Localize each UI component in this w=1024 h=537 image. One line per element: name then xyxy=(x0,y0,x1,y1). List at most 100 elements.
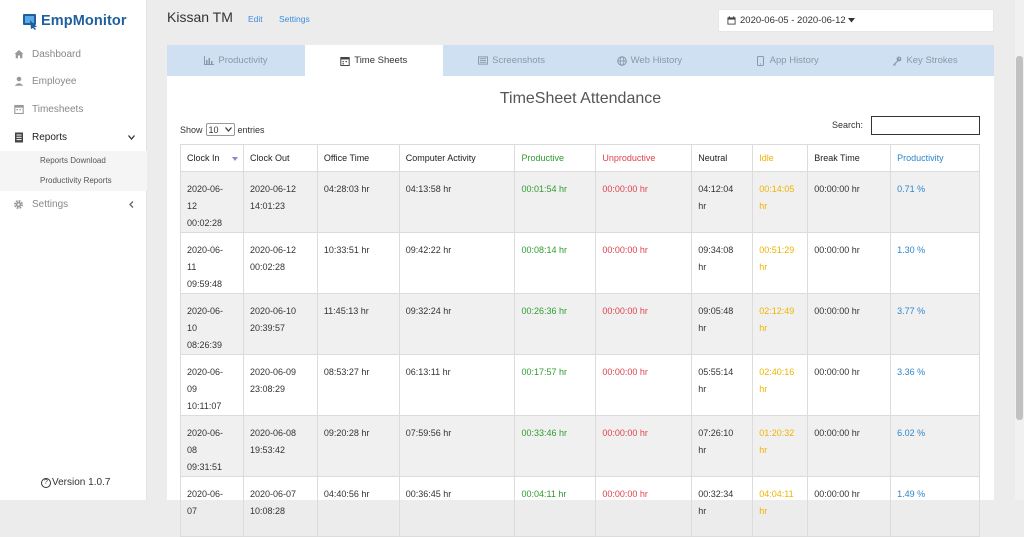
sidebar-item-label: Employee xyxy=(32,75,77,87)
timesheet-table: Clock In Clock Out Office Time Computer … xyxy=(180,144,980,537)
cell-idle: 01:20:32 hr xyxy=(752,415,809,477)
app-logo[interactable]: EmpMonitor xyxy=(22,10,137,32)
cell-productivity: 1.49 % xyxy=(890,476,980,537)
page-scrollbar[interactable] xyxy=(1015,0,1024,500)
home-icon xyxy=(13,49,24,60)
column-header-neutral[interactable]: Neutral xyxy=(691,144,754,172)
cell-break-time: 00:00:00 hr xyxy=(807,354,892,416)
cell-productive: 00:01:54 hr xyxy=(514,171,597,233)
tab-label: Productivity xyxy=(218,55,268,66)
column-header-computer-activity[interactable]: Computer Activity xyxy=(398,144,516,172)
cell-clock-out: 2020-06-09 23:08:29 xyxy=(242,354,318,416)
cell-clock-out: 2020-06-07 10:08:28 xyxy=(242,476,318,537)
cell-neutral: 05:55:14 hr xyxy=(691,354,754,416)
tab-time-sheets[interactable]: Time Sheets xyxy=(304,45,443,76)
cell-clock-in: 2020-06- 10 08:26:39 xyxy=(180,293,244,355)
scrollbar-thumb[interactable] xyxy=(1016,56,1023,420)
globe-icon xyxy=(616,55,627,66)
column-header-label: Productivity xyxy=(897,153,944,163)
cell-productive: 00:17:57 hr xyxy=(514,354,597,416)
tab-screenshots[interactable]: Screenshots xyxy=(443,45,581,76)
cell-break-time: 00:00:00 hr xyxy=(807,232,892,294)
cell-office-time: 08:53:27 hr xyxy=(316,354,400,416)
table-row: 2020-06- 10 08:26:39 2020-06-10 20:39:57 1… xyxy=(180,293,980,355)
cell-computer-activity: 09:42:22 hr xyxy=(398,232,516,294)
document-icon xyxy=(13,132,24,143)
cell-clock-in: 2020-06- 08 09:31:51 xyxy=(180,415,244,477)
cell-idle: 02:40:16 hr xyxy=(752,354,809,416)
tab-key-strokes[interactable]: Key Strokes xyxy=(856,45,994,76)
column-header-productivity[interactable]: Productivity xyxy=(890,144,980,172)
sidebar-item-settings[interactable]: Settings xyxy=(0,191,147,217)
user-icon xyxy=(13,76,24,87)
reports-submenu: Reports Download Productivity Reports xyxy=(0,151,147,191)
cell-productive: 00:26:36 hr xyxy=(514,293,597,355)
show-label: Show xyxy=(180,124,203,135)
tab-app-history[interactable]: App History xyxy=(718,45,856,76)
column-header-clock-in[interactable]: Clock In xyxy=(180,144,244,172)
chevron-down-icon xyxy=(224,127,232,132)
version-text: Version 1.0.7 xyxy=(52,477,111,488)
cell-break-time: 00:00:00 hr xyxy=(807,171,892,233)
submenu-item-reports-download[interactable]: Reports Download xyxy=(40,156,106,165)
cell-office-time: 10:33:51 hr xyxy=(316,232,400,294)
sidebar-item-label: Reports xyxy=(32,131,68,143)
entries-select[interactable]: 10 xyxy=(205,123,235,136)
cell-unproductive: 00:00:00 hr xyxy=(595,415,693,477)
sidebar-item-label: Settings xyxy=(32,198,69,210)
logo-text: EmpMonitor xyxy=(41,13,127,29)
column-header-break-time[interactable]: Break Time xyxy=(807,144,892,172)
table-row: 2020-06- 11 09:59:48 2020-06-12 00:02:28 1… xyxy=(180,232,980,294)
sidebar: EmpMonitor Dashboard Employee Timesheets… xyxy=(0,0,147,500)
column-header-unproductive[interactable]: Unproductive xyxy=(595,144,693,172)
table-row: 2020-06- 09 10:11:07 2020-06-09 23:08:29 0… xyxy=(180,354,980,416)
cell-productivity: 0.71 % xyxy=(890,171,980,233)
date-range-picker[interactable]: 2020-06-05 - 2020-06-12 xyxy=(718,9,994,32)
cell-neutral: 00:32:34 hr xyxy=(691,476,754,537)
entries-control: Show 10 entries xyxy=(180,123,265,136)
entries-label: entries xyxy=(237,124,265,135)
cell-idle: 02:12:49 hr xyxy=(752,293,809,355)
key-icon xyxy=(892,56,902,66)
table-row: 2020-06- 07 2020-06-07 10:08:28 04:40:56 h… xyxy=(180,476,980,537)
column-header-office-time[interactable]: Office Time xyxy=(316,144,400,172)
mobile-icon xyxy=(756,55,766,66)
user-name: Kissan TM xyxy=(167,9,233,25)
entries-select-value: 10 xyxy=(208,124,219,135)
search-input[interactable] xyxy=(871,116,980,135)
sidebar-item-employee[interactable]: Employee xyxy=(0,68,147,94)
sidebar-item-reports[interactable]: Reports xyxy=(0,124,147,150)
cell-productive: 00:04:11 hr xyxy=(514,476,597,537)
calendar-icon xyxy=(727,16,736,25)
column-header-productive[interactable]: Productive xyxy=(514,144,597,172)
cell-productive: 00:08:14 hr xyxy=(514,232,597,294)
tab-web-history[interactable]: Web History xyxy=(580,45,718,76)
logo-icon xyxy=(22,13,39,30)
sidebar-item-dashboard[interactable]: Dashboard xyxy=(0,41,147,67)
chevron-down-icon xyxy=(127,133,135,141)
sidebar-item-timesheets[interactable]: Timesheets xyxy=(0,96,147,122)
cell-unproductive: 00:00:00 hr xyxy=(595,171,693,233)
calendar-icon xyxy=(13,104,24,115)
chart-icon xyxy=(204,56,215,66)
image-icon xyxy=(478,56,489,66)
chevron-left-icon xyxy=(127,200,135,208)
cell-office-time: 04:40:56 hr xyxy=(316,476,400,537)
edit-link[interactable]: Edit xyxy=(248,14,263,24)
gear-icon xyxy=(13,199,24,210)
cell-computer-activity: 04:13:58 hr xyxy=(398,171,516,233)
settings-link[interactable]: Settings xyxy=(279,14,310,24)
submenu-item-productivity-reports[interactable]: Productivity Reports xyxy=(40,176,112,185)
column-header-clock-out[interactable]: Clock Out xyxy=(242,144,318,172)
column-header-label: Clock In xyxy=(187,153,220,163)
cell-clock-out: 2020-06-12 00:02:28 xyxy=(242,232,318,294)
column-header-label: Break Time xyxy=(814,153,860,163)
cell-clock-out: 2020-06-12 14:01:23 xyxy=(242,171,318,233)
cell-office-time: 09:20:28 hr xyxy=(316,415,400,477)
cell-productivity: 3.36 % xyxy=(890,354,980,416)
column-header-idle[interactable]: Idle xyxy=(752,144,809,172)
cell-neutral: 09:05:48 hr xyxy=(691,293,754,355)
tab-productivity[interactable]: Productivity xyxy=(167,45,305,76)
cell-clock-out: 2020-06-10 20:39:57 xyxy=(242,293,318,355)
cell-office-time: 11:45:13 hr xyxy=(316,293,400,355)
